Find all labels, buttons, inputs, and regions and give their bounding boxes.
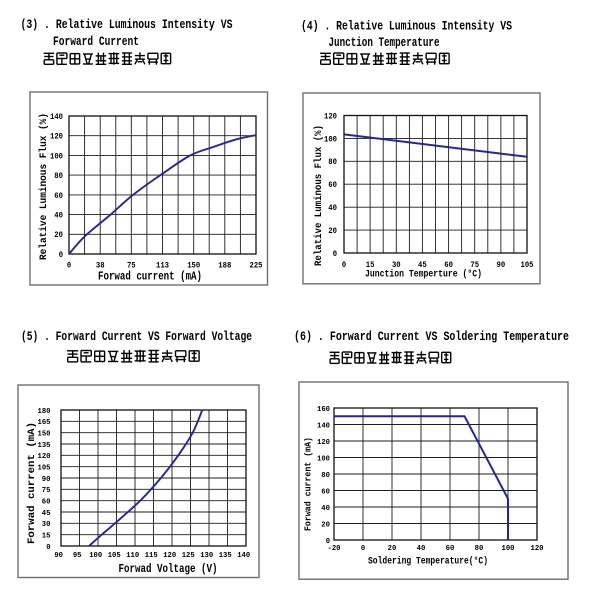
svg-text:140: 140 — [317, 422, 330, 430]
svg-text:Junction Temperature: Junction Temperature — [329, 35, 440, 50]
svg-text:38: 38 — [96, 262, 105, 271]
svg-text:100: 100 — [324, 135, 337, 144]
svg-text:60: 60 — [446, 545, 455, 553]
svg-text:110: 110 — [126, 552, 139, 560]
svg-text:45: 45 — [418, 261, 427, 270]
svg-text:100: 100 — [50, 152, 63, 161]
svg-text:150: 150 — [38, 431, 51, 439]
svg-text:100: 100 — [317, 455, 330, 463]
svg-text:75: 75 — [127, 262, 136, 271]
svg-text:80: 80 — [54, 172, 63, 181]
svg-text:90: 90 — [54, 552, 63, 560]
svg-text:(3) . Relative Luminous Intens: (3) . Relative Luminous Intensity VS — [21, 17, 233, 32]
svg-text:60: 60 — [42, 499, 51, 507]
svg-text:165: 165 — [38, 419, 51, 427]
svg-text:120: 120 — [317, 439, 330, 447]
svg-text:80: 80 — [475, 545, 484, 553]
svg-text:15: 15 — [366, 261, 375, 270]
svg-text:30: 30 — [42, 521, 51, 529]
svg-text:100: 100 — [89, 552, 102, 560]
svg-text:20: 20 — [321, 521, 330, 529]
svg-text:30: 30 — [392, 261, 401, 270]
svg-text:120: 120 — [324, 112, 337, 121]
svg-text:135: 135 — [38, 442, 51, 450]
svg-text:-20: -20 — [328, 545, 341, 553]
svg-text:Soldering Temperature(°C): Soldering Temperature(°C) — [368, 556, 488, 568]
svg-text:60: 60 — [54, 192, 63, 201]
svg-text:80: 80 — [321, 472, 330, 480]
svg-text:Forwad Voltage (V): Forwad Voltage (V) — [119, 563, 218, 576]
svg-text:80: 80 — [328, 158, 337, 167]
svg-text:125: 125 — [182, 552, 195, 560]
svg-text:105: 105 — [38, 465, 51, 473]
svg-text:20: 20 — [388, 545, 397, 553]
svg-text:60: 60 — [444, 261, 453, 270]
svg-text:115: 115 — [145, 552, 158, 560]
svg-text:0: 0 — [333, 250, 337, 259]
svg-text:95: 95 — [73, 552, 82, 560]
svg-text:90: 90 — [42, 476, 51, 484]
svg-text:105: 105 — [521, 261, 534, 270]
svg-text:40: 40 — [328, 204, 337, 213]
svg-text:20: 20 — [54, 231, 63, 240]
svg-text:0: 0 — [46, 544, 51, 552]
svg-text:140: 140 — [237, 552, 250, 560]
svg-text:Relative Luminous Flux (%): Relative Luminous Flux (%) — [313, 125, 325, 266]
svg-text:120: 120 — [50, 133, 63, 142]
svg-text:20: 20 — [328, 227, 337, 236]
svg-text:(6) . Forward Current VS Solde: (6) . Forward Current VS Soldering Tempe… — [294, 329, 569, 344]
svg-text:0: 0 — [361, 545, 366, 553]
svg-text:40: 40 — [54, 212, 63, 221]
svg-text:120: 120 — [38, 453, 51, 461]
svg-text:40: 40 — [321, 505, 330, 513]
svg-text:45: 45 — [42, 510, 51, 518]
svg-text:75: 75 — [42, 487, 51, 495]
svg-text:0: 0 — [67, 262, 71, 271]
svg-text:90: 90 — [497, 261, 506, 270]
svg-text:Relative Luminous Flux (%): Relative Luminous Flux (%) — [38, 113, 50, 260]
svg-text:100: 100 — [502, 545, 515, 553]
svg-text:15: 15 — [42, 533, 51, 541]
svg-text:105: 105 — [108, 552, 121, 560]
svg-text:Forwad current (mA): Forwad current (mA) — [303, 437, 314, 531]
svg-text:140: 140 — [50, 113, 63, 122]
svg-text:180: 180 — [38, 408, 51, 416]
svg-text:188: 188 — [218, 262, 231, 271]
svg-text:75: 75 — [470, 261, 479, 270]
svg-text:160: 160 — [317, 406, 330, 414]
svg-text:120: 120 — [163, 552, 176, 560]
svg-text:(4) . Relative Luminous Intens: (4) . Relative Luminous Intensity VS — [301, 19, 512, 34]
svg-text:60: 60 — [328, 181, 337, 190]
svg-text:135: 135 — [219, 552, 232, 560]
svg-text:Forward Current: Forward Current — [53, 34, 139, 49]
svg-text:60: 60 — [321, 488, 330, 496]
svg-text:225: 225 — [250, 262, 263, 271]
svg-text:120: 120 — [531, 545, 544, 553]
svg-text:130: 130 — [200, 552, 213, 560]
svg-text:(5) . Forward Current VS Forwa: (5) . Forward Current VS Forward Voltage — [21, 329, 252, 344]
svg-text:0: 0 — [59, 251, 63, 260]
svg-text:150: 150 — [187, 262, 200, 271]
svg-text:0: 0 — [342, 261, 346, 270]
svg-text:Forwad current (mA): Forwad current (mA) — [26, 422, 38, 544]
svg-text:113: 113 — [156, 262, 169, 271]
svg-text:Forwad current (mA): Forwad current (mA) — [98, 271, 202, 284]
svg-text:Junction Temperture (°C): Junction Temperture (°C) — [365, 269, 482, 281]
svg-text:40: 40 — [417, 545, 426, 553]
svg-text:0: 0 — [326, 538, 331, 546]
